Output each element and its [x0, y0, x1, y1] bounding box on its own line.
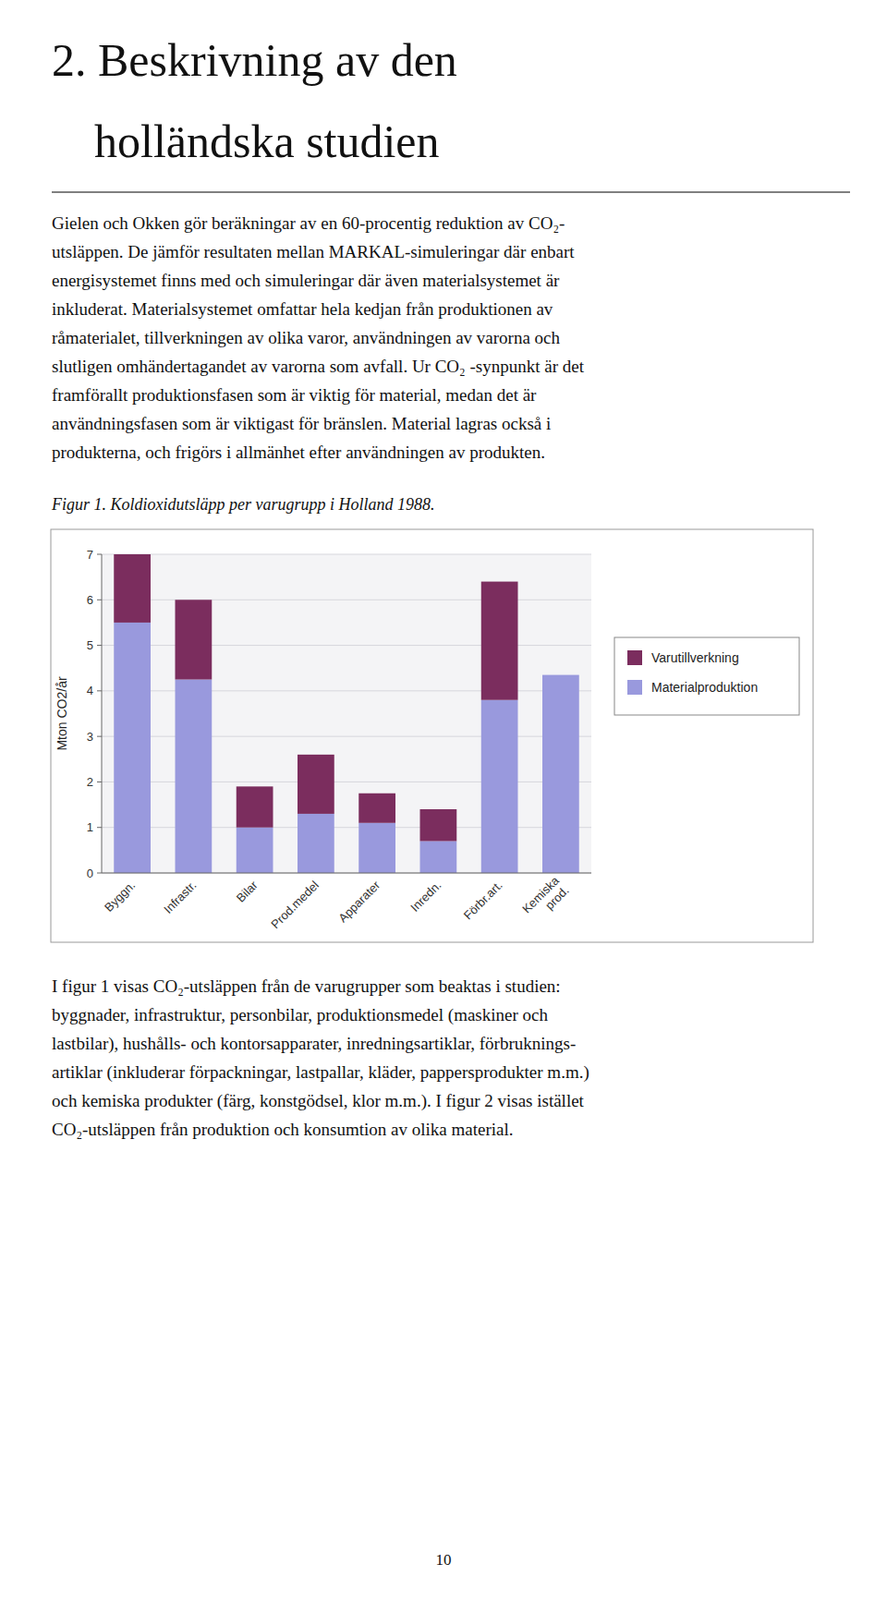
x-tick-label: Prod.medel [267, 877, 322, 932]
x-tick-label-group: Infrastr. [160, 878, 199, 917]
y-tick [97, 736, 102, 738]
bar [420, 809, 458, 842]
y-tick-label: 3 [86, 729, 94, 744]
bar [113, 622, 151, 874]
body-text: artiklar (inkluderar förpackningar, last… [51, 1062, 590, 1083]
y-tick-label: 0 [86, 866, 94, 881]
chart-title: Figur 1. Koldioxidutsläpp per varugrupp … [50, 495, 436, 514]
x-tick-label-group: Inredn. [407, 878, 444, 915]
x-tick-label: Kemiskaprod. [519, 873, 572, 926]
legend-entry: Varutillverkning [651, 650, 740, 666]
legend-swatch [627, 650, 643, 666]
x-tick-label: Byggn. [101, 878, 138, 915]
y-tick [97, 690, 102, 692]
heading: 2. Beskrivning av den [51, 34, 458, 86]
x-tick-label-group: Bilar [233, 877, 261, 905]
bar [175, 599, 213, 680]
bar [236, 827, 274, 874]
y-tick-label: 1 [86, 820, 94, 835]
x-tick-label-group: Förbr.art. [461, 878, 506, 924]
y-tick [97, 781, 102, 783]
body-text: inkluderat. Materialsystemet omfattar he… [51, 299, 554, 319]
x-tick-label-line: Byggn. [101, 878, 138, 915]
body-text: lastbilar), hushålls- och kontorsapparat… [51, 1033, 576, 1055]
bar [358, 823, 396, 874]
y-tick-label: 4 [86, 683, 94, 698]
y-tick [97, 826, 102, 828]
y-tick [97, 873, 102, 875]
body-text: och kemiska produkter (färg, konstgödsel… [51, 1091, 585, 1112]
page: 2. Beskrivning av den holländska studien G… [0, 0, 887, 1600]
body-text: användningsfasen som är viktigast för br… [51, 413, 551, 434]
x-tick-label-line: prod. [542, 883, 572, 913]
y-tick-label: 5 [86, 638, 94, 653]
x-tick-label-line: Inredn. [407, 878, 444, 915]
body-text: slutligen omhändertagandet av varorna so… [51, 356, 585, 377]
legend-box [614, 637, 800, 716]
y-tick [97, 554, 102, 556]
bar [542, 674, 580, 676]
plot-area [101, 554, 592, 874]
x-tick-label-group: Kemiskaprod. [519, 873, 572, 926]
x-tick-label-line: Förbr.art. [461, 878, 506, 924]
bar [236, 786, 274, 827]
body-text: produkterna, och frigörs i allmänhet eft… [51, 442, 546, 462]
separator [51, 192, 851, 194]
bar [481, 700, 519, 874]
x-tick-label: Förbr.art. [461, 878, 506, 924]
chart: 0 1 2 3 4 5 6 7 Byggn. Infrastr. BilarProd.medel Ap… [54, 547, 800, 933]
y-tick [97, 599, 102, 601]
body-text: Gielen och Okken gör beräkningar av en 6… [51, 213, 565, 233]
y-axis-label: Mton CO2/år [54, 676, 70, 751]
bars [113, 554, 580, 874]
body-text: I figur 1 visas CO₂-utsläppen från de va… [51, 976, 561, 997]
body-text: råmaterialet, tillverkningen av olika va… [51, 328, 561, 348]
y-tick-label: 6 [86, 593, 94, 608]
page-number: 10 [436, 1551, 452, 1569]
bar [481, 582, 519, 701]
x-tick-label-line: Bilar [233, 877, 261, 905]
body-text: energisystemet finns med och simuleringa… [51, 270, 560, 291]
bar [297, 814, 335, 874]
y-tick [97, 644, 102, 646]
x-tick-label-line: Apparater [335, 877, 383, 925]
y-axis [101, 554, 103, 874]
x-tick-label: Inredn. [407, 878, 444, 915]
x-tick-label-line: Infrastr. [160, 878, 199, 917]
body-text: framförallt produktionsfasen som är vikt… [51, 385, 537, 405]
bar [175, 680, 213, 874]
bar [113, 554, 151, 623]
x-tick-label-group: Prod.medel [267, 877, 322, 932]
x-tick-label: Infrastr. [160, 878, 199, 917]
x-tick-label-group: Byggn. [101, 878, 138, 915]
y-tick-label: 2 [86, 775, 94, 790]
body-text: byggnader, infrastruktur, personbilar, p… [51, 1005, 548, 1026]
x-tick-label-group: Apparater [335, 877, 383, 925]
bar [420, 841, 458, 875]
grid-line [101, 873, 592, 875]
grid-line [101, 554, 592, 556]
x-tick-label-line: Prod.medel [267, 877, 322, 932]
legend: Varutillverkning Materialproduktion [614, 637, 800, 716]
bar [358, 793, 396, 824]
y-tick-label: 7 [86, 547, 94, 562]
bar [297, 754, 335, 815]
heading: holländska studien [94, 115, 440, 168]
x-tick-label: Apparater [335, 877, 383, 925]
x-tick-label: Bilar [233, 877, 261, 905]
legend-swatch [627, 680, 643, 695]
body-text: utsläppen. De jämför resultaten mellan M… [51, 242, 575, 262]
x-axis [101, 873, 592, 875]
legend-entry: Materialproduktion [651, 680, 758, 695]
bar [542, 675, 580, 874]
body-text: CO₂-utsläppen från produktion och konsum… [51, 1119, 513, 1140]
chart-border [50, 529, 814, 943]
